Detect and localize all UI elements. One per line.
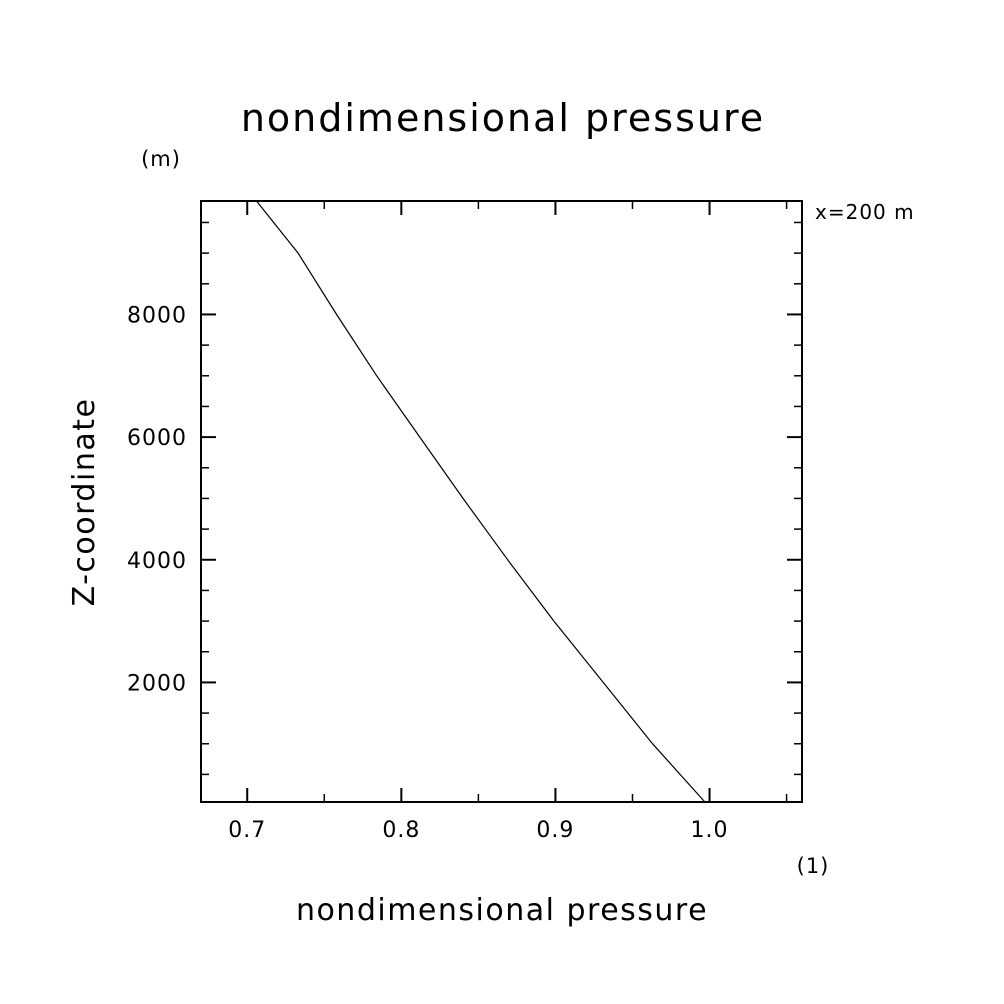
y-tick-label: 2000 bbox=[127, 671, 187, 696]
y-axis-unit: (m) bbox=[141, 147, 181, 171]
y-tick-label: 4000 bbox=[127, 549, 187, 574]
x-axis-label: nondimensional pressure bbox=[296, 893, 708, 928]
series-group bbox=[256, 200, 706, 803]
y-axis-label: Z-coordinate bbox=[67, 398, 102, 607]
chart-title: nondimensional pressure bbox=[241, 96, 765, 140]
tick-labels: 0.7 0.8 0.9 1.0 2000 4000 6000 8000 bbox=[127, 303, 729, 843]
y-tick-label: 6000 bbox=[127, 426, 187, 451]
axis-ticks bbox=[201, 201, 802, 802]
y-tick-label: 8000 bbox=[127, 303, 187, 328]
x-tick-label: 1.0 bbox=[691, 818, 729, 843]
x-axis-unit: (1) bbox=[797, 854, 830, 878]
annotation: x=200 m bbox=[815, 200, 915, 224]
x-tick-label: 0.9 bbox=[536, 818, 574, 843]
x-tick-label: 0.7 bbox=[228, 818, 266, 843]
x-tick-label: 0.8 bbox=[382, 818, 420, 843]
plot-frame bbox=[200, 200, 803, 803]
series-line bbox=[256, 200, 706, 803]
